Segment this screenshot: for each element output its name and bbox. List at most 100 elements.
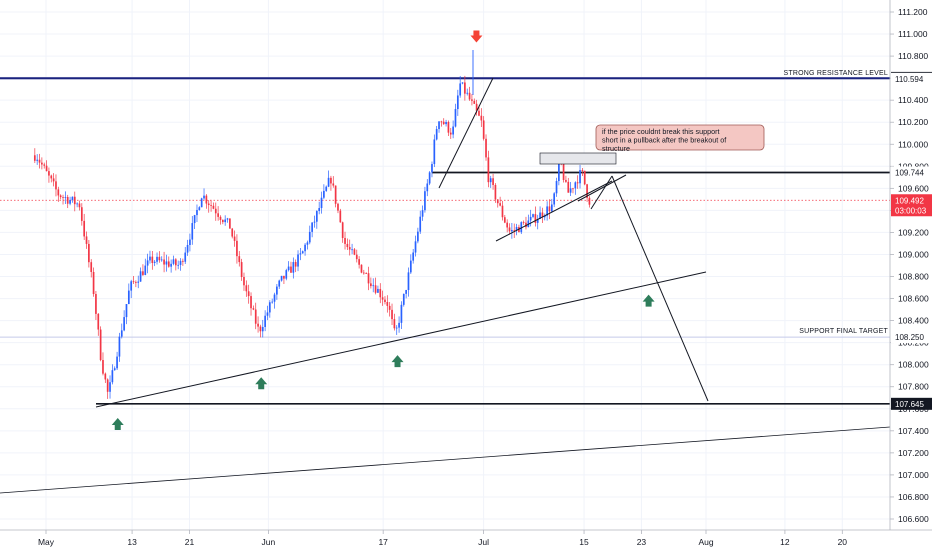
candle-body xyxy=(386,302,389,306)
wedge-upper-trendline[interactable] xyxy=(577,174,627,202)
candle-body xyxy=(581,170,584,171)
candle-body xyxy=(480,115,483,121)
candle-body xyxy=(177,264,180,266)
candle-body xyxy=(306,242,309,245)
candle-body xyxy=(435,129,438,140)
annotation-callout[interactable]: if the price couldnt break this support s… xyxy=(595,124,765,153)
y-tick-label: 107.200 xyxy=(898,448,929,458)
projection-pullback[interactable] xyxy=(590,175,613,210)
candle-body xyxy=(344,237,346,244)
candle-body xyxy=(381,297,384,300)
candle-body xyxy=(442,121,445,125)
horizontal-levels xyxy=(0,76,890,405)
y-tick-label: 106.800 xyxy=(898,492,929,502)
candle-body xyxy=(125,304,128,318)
x-tick-label: 17 xyxy=(378,537,388,547)
candle-body xyxy=(412,252,415,261)
candle-body xyxy=(348,247,351,250)
y-tick-label: 108.400 xyxy=(898,316,929,326)
candle-body xyxy=(104,373,107,380)
candle-body xyxy=(130,281,133,291)
candle-body xyxy=(487,157,490,183)
candle-body xyxy=(548,206,551,212)
y-tick-label: 110.800 xyxy=(898,51,928,61)
candle-body xyxy=(55,181,57,190)
candle-body xyxy=(508,227,511,232)
annotation-box xyxy=(595,124,765,151)
candle-body xyxy=(174,259,177,266)
candle-body xyxy=(179,260,182,265)
x-tick-label: May xyxy=(38,537,55,547)
y-tick-label: 109.000 xyxy=(898,249,929,259)
lower-trendline[interactable] xyxy=(0,426,891,494)
candle-body xyxy=(50,175,53,179)
candle-body xyxy=(264,315,266,327)
candle-body xyxy=(198,207,201,211)
candle-body xyxy=(496,199,499,204)
candle-body xyxy=(325,186,328,191)
time-axis[interactable]: May 13 21 Jun 17 Jul 15 23 Aug 12 20 xyxy=(0,529,932,547)
candle-body xyxy=(572,188,574,190)
candle-body xyxy=(252,308,255,310)
candle-body xyxy=(73,196,76,205)
candle-body xyxy=(99,329,102,361)
candle-body xyxy=(290,266,292,273)
candle-body xyxy=(553,193,556,205)
candle-body xyxy=(320,197,323,209)
y-tick-label: 110.400 xyxy=(898,95,928,105)
x-tick-label: 20 xyxy=(838,537,848,547)
x-tick-label: 23 xyxy=(637,537,647,547)
candle-body xyxy=(36,159,39,161)
candle-body xyxy=(576,182,579,184)
candle-body xyxy=(139,271,142,282)
x-tick-label: Aug xyxy=(698,537,713,547)
candle-body xyxy=(123,317,125,331)
candle-body xyxy=(464,82,466,94)
candle-body xyxy=(372,285,375,287)
x-tick-label: 21 xyxy=(185,537,195,547)
y-tick-label: 107.400 xyxy=(898,426,929,436)
y-tick-label: 111.000 xyxy=(898,29,928,39)
candle-body xyxy=(579,170,581,184)
candle-body xyxy=(276,286,278,295)
candle-body xyxy=(153,261,156,263)
candle-body xyxy=(80,207,83,221)
candle-body xyxy=(471,99,473,101)
rally-trendline[interactable] xyxy=(438,77,494,189)
price-tags: 110.602110.594108.250107.645109.744109.4… xyxy=(891,71,932,410)
y-tick-label: 109.200 xyxy=(898,227,929,237)
y-tick-label: 107.800 xyxy=(898,382,929,392)
price-tag-support-target: 108.250 xyxy=(895,333,924,342)
candle-body xyxy=(405,290,407,294)
candle-body xyxy=(221,219,224,223)
candle-body xyxy=(569,188,572,193)
candle-body xyxy=(506,222,509,228)
resistance-label: STRONG RESISTANCE LEVEL xyxy=(784,70,888,77)
candle-body xyxy=(417,231,419,242)
candle-body xyxy=(459,83,462,96)
candle-body xyxy=(285,270,288,279)
candle-body xyxy=(323,190,325,198)
projection-drop[interactable] xyxy=(611,175,709,402)
candle-body xyxy=(193,215,196,224)
candle-body xyxy=(273,294,276,302)
candle-body xyxy=(402,293,405,305)
candle-body xyxy=(515,226,518,231)
candle-body xyxy=(588,197,591,205)
candle-body xyxy=(247,291,250,297)
candle-body xyxy=(118,336,121,357)
candle-body xyxy=(261,326,264,332)
support-target-label: SUPPORT FINAL TARGET xyxy=(799,328,888,335)
long-trendline[interactable] xyxy=(95,271,707,408)
candle-body xyxy=(330,177,332,184)
candle-body xyxy=(466,92,469,94)
consolidation-box[interactable] xyxy=(539,152,617,165)
candle-body xyxy=(71,196,74,200)
candle-body xyxy=(565,179,567,182)
candle-body xyxy=(243,276,245,286)
candle-body xyxy=(214,208,217,214)
y-tick-label: 109.600 xyxy=(898,183,929,193)
candle-body xyxy=(395,327,398,329)
wedge-lower-trendline[interactable] xyxy=(495,180,613,242)
